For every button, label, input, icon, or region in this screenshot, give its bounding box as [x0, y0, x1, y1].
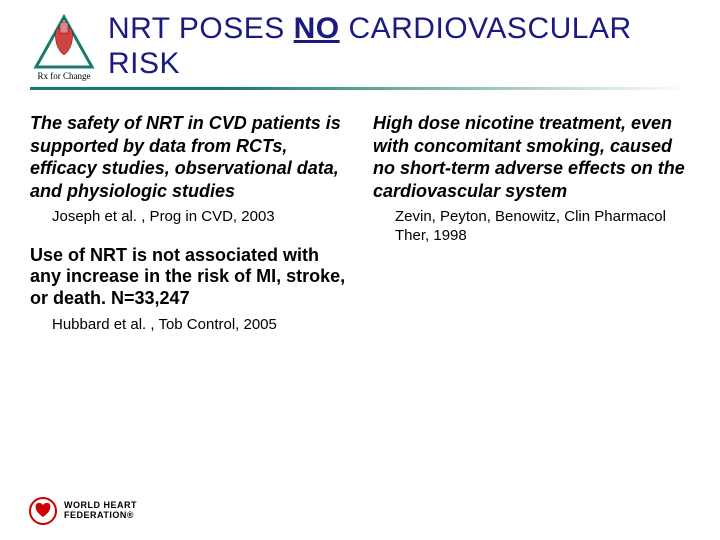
- whf-icon: [28, 496, 58, 526]
- right-para-1: High dose nicotine treatment, even with …: [373, 112, 690, 202]
- rx-for-change-logo: Rx for Change: [30, 13, 98, 81]
- right-citation-1: Zevin, Peyton, Benowitz, Clin Pharmacol …: [395, 208, 690, 246]
- slide-header: Rx for Change NRT POSES NO CARDIOVASCULA…: [0, 0, 720, 81]
- left-citation-2: Hubbard et al. , Tob Control, 2005: [52, 316, 347, 335]
- title-pre: NRT POSES: [108, 12, 294, 45]
- slide-title: NRT POSES NO CARDIOVASCULAR RISK: [108, 12, 690, 81]
- title-emphasis: NO: [294, 12, 340, 45]
- left-citation-1: Joseph et al. , Prog in CVD, 2003: [52, 208, 347, 227]
- slide-content: The safety of NRT in CVD patients is sup…: [0, 90, 720, 352]
- right-column: High dose nicotine treatment, even with …: [373, 112, 690, 352]
- left-column: The safety of NRT in CVD patients is sup…: [30, 112, 347, 352]
- whf-line-2: FEDERATION®: [64, 511, 137, 521]
- left-para-2: Use of NRT is not associated with any in…: [30, 245, 347, 310]
- svg-text:Rx for Change: Rx for Change: [38, 71, 91, 81]
- world-heart-federation-logo: WORLD HEART FEDERATION®: [28, 496, 137, 526]
- whf-text: WORLD HEART FEDERATION®: [64, 501, 137, 521]
- left-para-2-stat: N=33,247: [111, 288, 190, 308]
- left-para-1: The safety of NRT in CVD patients is sup…: [30, 112, 347, 202]
